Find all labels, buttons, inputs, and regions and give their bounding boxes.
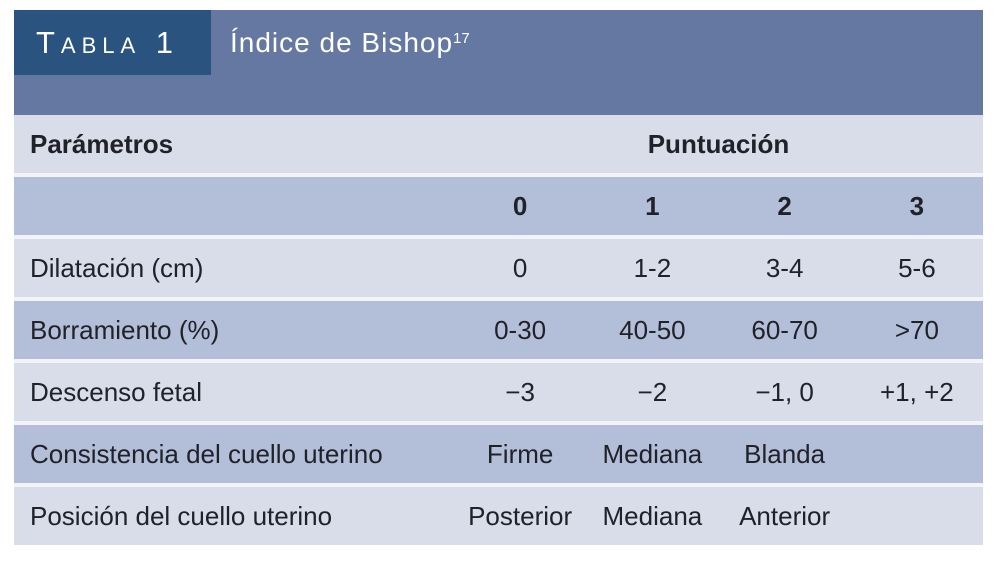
row-label: Posición del cuello uterino xyxy=(30,500,333,531)
row-value: 40-50 xyxy=(619,314,686,345)
table-row-borramiento: Borramiento (%) 0-30 40-50 60-70 >70 xyxy=(14,301,983,363)
row-value: −2 xyxy=(637,376,668,407)
score-header: Puntuación xyxy=(647,128,790,159)
row-value: Anterior xyxy=(739,500,831,531)
row-label: Consistencia del cuello uterino xyxy=(30,438,383,469)
table-row-descenso-fetal: Descenso fetal −3 −2 −1, 0 +1, +2 xyxy=(14,363,983,425)
row-value: Firme xyxy=(486,438,554,469)
score-col-0: 0 xyxy=(512,190,528,221)
row-value: Posterior xyxy=(468,500,573,531)
row-value: 0-30 xyxy=(494,314,547,345)
table-row-posicion: Posición del cuello uterino Posterior Me… xyxy=(14,487,983,545)
row-value: 0 xyxy=(512,252,528,283)
row-value: −3 xyxy=(505,376,535,407)
table-row-consistencia: Consistencia del cuello uterino Firme Me… xyxy=(14,425,983,487)
row-value: 60-70 xyxy=(751,314,818,345)
row-label: Descenso fetal xyxy=(30,376,202,407)
table-header-band: Tabla 1 Índice de Bishop 17 xyxy=(14,10,983,115)
row-label: Borramiento (%) xyxy=(30,314,220,345)
row-value: Mediana xyxy=(602,500,703,531)
table-row-dilatacion: Dilatación (cm) 0 1-2 3-4 5-6 xyxy=(14,239,983,301)
table-title-text: Índice de Bishop xyxy=(230,26,454,58)
table-tag: Tabla 1 xyxy=(36,24,180,60)
bishop-score-table: Tabla 1 Índice de Bishop 17 Parámetros Pu… xyxy=(14,10,983,545)
score-col-2: 2 xyxy=(777,190,792,221)
parameters-header: Parámetros xyxy=(30,128,174,159)
row-value: >70 xyxy=(894,314,939,345)
row-value: 5-6 xyxy=(898,252,936,283)
row-value: 3-4 xyxy=(765,252,804,283)
table-tag-box: Tabla 1 xyxy=(14,10,211,75)
header-row: Parámetros Puntuación xyxy=(14,115,983,177)
row-label: Dilatación (cm) xyxy=(30,252,204,283)
row-value: +1, +2 xyxy=(880,376,954,407)
score-col-3: 3 xyxy=(909,190,925,221)
score-col-1: 1 xyxy=(645,190,660,221)
row-value: Blanda xyxy=(744,438,826,469)
score-scale-row: 0 1 2 3 xyxy=(14,177,983,239)
row-value: 1-2 xyxy=(633,252,672,283)
row-value: −1, 0 xyxy=(755,376,814,407)
row-value: Mediana xyxy=(602,438,703,469)
table-title: Índice de Bishop 17 xyxy=(230,26,470,58)
